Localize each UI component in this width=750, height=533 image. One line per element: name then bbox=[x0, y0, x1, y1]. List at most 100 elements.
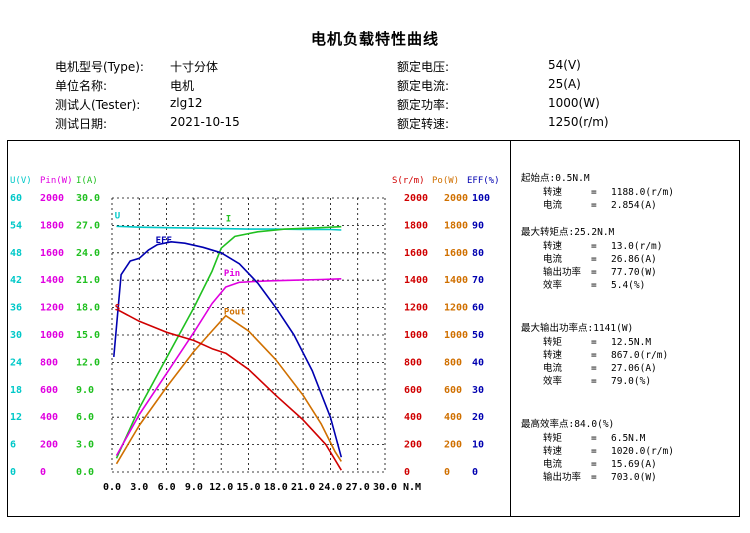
panel-row: 转矩 = 6.5N.M bbox=[521, 432, 721, 445]
right-tick-label: 1000 bbox=[404, 330, 428, 341]
left-tick-label: 0.0 bbox=[76, 467, 94, 478]
x-tick-label: 6.0 bbox=[158, 482, 176, 493]
right-tick-label: 60 bbox=[472, 303, 484, 314]
left-tick-label: 6.0 bbox=[76, 412, 94, 423]
right-tick-label: 2000 bbox=[444, 193, 468, 204]
chart-frame bbox=[7, 140, 740, 517]
row-key: 效率 bbox=[543, 280, 563, 291]
series-label-i: I bbox=[226, 215, 231, 225]
max-output-power-section: 最大输出功率点:1141(W) 转矩 = 12.5N.M 转速 = 867.0(r/m)… bbox=[521, 322, 721, 388]
right-tick-label: 1400 bbox=[404, 275, 428, 286]
max-efficiency-section: 最高效率点:84.0(%) 转矩 = 6.5N.M 转速 = 1020.0(r/m) 电… bbox=[521, 418, 721, 484]
left-tick-label: 1400 bbox=[40, 275, 64, 286]
rated-speed-value: 1250(r/m) bbox=[548, 115, 609, 129]
left-axis-header: Pin(W) bbox=[40, 176, 73, 186]
row-key: 电流 bbox=[543, 200, 563, 211]
panel-row: 电流 = 26.86(A) bbox=[521, 253, 721, 266]
panel-row: 电流 = 2.854(A) bbox=[521, 199, 721, 212]
left-axis-header: U(V) bbox=[10, 176, 32, 186]
left-tick-label: 36 bbox=[10, 303, 22, 314]
left-tick-label: 18.0 bbox=[76, 303, 100, 314]
right-tick-label: 1600 bbox=[404, 248, 428, 259]
left-tick-label: 21.0 bbox=[76, 275, 100, 286]
row-key: 转矩 bbox=[543, 337, 563, 348]
row-key: 电流 bbox=[543, 363, 563, 374]
right-axis-header: Po(W) bbox=[432, 176, 459, 186]
row-value: 6.5N.M bbox=[611, 433, 646, 444]
series-label-pin: Pin bbox=[224, 268, 240, 279]
right-tick-label: 80 bbox=[472, 248, 484, 259]
rated-current-label: 额定电流: bbox=[397, 79, 450, 93]
row-eq: = bbox=[591, 254, 597, 265]
row-value: 703.0(W) bbox=[611, 472, 657, 483]
right-tick-label: 20 bbox=[472, 412, 484, 423]
left-tick-label: 2000 bbox=[40, 193, 64, 204]
x-tick-label: 0.0 bbox=[103, 482, 121, 493]
row-eq: = bbox=[591, 280, 597, 291]
type-value: 十寸分体 bbox=[170, 60, 219, 74]
right-tick-label: 1000 bbox=[444, 330, 468, 341]
series-label-pout: Pout bbox=[224, 307, 246, 317]
x-tick-label: 12.0 bbox=[209, 482, 233, 493]
rated-power-label: 额定功率: bbox=[397, 98, 450, 112]
left-tick-label: 48 bbox=[10, 248, 22, 259]
row-eq: = bbox=[591, 350, 597, 361]
row-eq: = bbox=[591, 363, 597, 374]
key-points-panel: 起始点:0.5N.M 转速 = 1188.0(r/m) 电流 = 2.854(A) 最大… bbox=[510, 140, 740, 517]
right-tick-label: 1200 bbox=[404, 303, 428, 314]
panel-row: 转矩 = 12.5N.M bbox=[521, 336, 721, 349]
left-tick-label: 1600 bbox=[40, 248, 64, 259]
row-key: 转速 bbox=[543, 187, 563, 198]
page-title: 电机负载特性曲线 bbox=[310, 30, 439, 48]
row-value: 1020.0(r/m) bbox=[611, 446, 674, 457]
row-eq: = bbox=[591, 241, 597, 252]
row-value: 2.854(A) bbox=[611, 200, 657, 211]
right-tick-label: 10 bbox=[472, 440, 484, 451]
left-tick-label: 1800 bbox=[40, 220, 64, 231]
left-tick-label: 800 bbox=[40, 357, 58, 368]
rated-power-value: 1000(W) bbox=[548, 96, 600, 110]
section-title: 最大转矩点:25.2N.M bbox=[521, 227, 615, 238]
left-tick-label: 0 bbox=[10, 467, 16, 478]
x-tick-label: 18.0 bbox=[264, 482, 288, 493]
rated-speed-label: 额定转速: bbox=[397, 117, 450, 131]
row-eq: = bbox=[591, 459, 597, 470]
row-key: 电流 bbox=[543, 254, 563, 265]
company-label: 单位名称: bbox=[55, 79, 108, 93]
row-eq: = bbox=[591, 187, 597, 198]
right-tick-label: 600 bbox=[404, 385, 422, 396]
row-value: 12.5N.M bbox=[611, 337, 652, 348]
panel-row: 转速 = 1188.0(r/m) bbox=[521, 186, 721, 199]
right-tick-label: 200 bbox=[404, 440, 422, 451]
section-title: 最大输出功率点:1141(W) bbox=[521, 323, 634, 334]
left-tick-label: 600 bbox=[40, 385, 58, 396]
type-label: 电机型号(Type): bbox=[55, 60, 144, 74]
right-tick-label: 200 bbox=[444, 440, 462, 451]
section-title: 最高效率点:84.0(%) bbox=[521, 419, 615, 430]
panel-row: 电流 = 15.69(A) bbox=[521, 458, 721, 471]
left-tick-label: 24.0 bbox=[76, 248, 100, 259]
row-value: 26.86(A) bbox=[611, 254, 657, 265]
right-tick-label: 30 bbox=[472, 385, 484, 396]
left-tick-label: 1000 bbox=[40, 330, 64, 341]
test-date-value: 2021-10-15 bbox=[170, 115, 240, 129]
right-axis-header: S(r/m) bbox=[392, 176, 425, 186]
max-torque-section: 最大转矩点:25.2N.M 转速 = 13.0(r/m) 电流 = 26.86(A) 输… bbox=[521, 226, 721, 292]
right-tick-label: 100 bbox=[472, 193, 490, 204]
right-tick-label: 70 bbox=[472, 275, 484, 286]
row-eq: = bbox=[591, 200, 597, 211]
left-tick-label: 12 bbox=[10, 412, 22, 423]
right-tick-label: 50 bbox=[472, 330, 484, 341]
x-tick-label: 30.0 bbox=[373, 482, 397, 493]
right-tick-label: 1200 bbox=[444, 303, 468, 314]
start-point-section: 起始点:0.5N.M 转速 = 1188.0(r/m) 电流 = 2.854(A) bbox=[521, 172, 721, 212]
row-value: 15.69(A) bbox=[611, 459, 657, 470]
right-tick-label: 0 bbox=[444, 467, 450, 478]
right-tick-label: 400 bbox=[404, 412, 422, 423]
row-key: 转速 bbox=[543, 350, 563, 361]
left-tick-label: 30 bbox=[10, 330, 22, 341]
x-tick-label: 24.0 bbox=[318, 482, 342, 493]
rated-current-value: 25(A) bbox=[548, 77, 581, 91]
x-tick-label: 27.0 bbox=[346, 482, 370, 493]
right-tick-label: 800 bbox=[404, 357, 422, 368]
